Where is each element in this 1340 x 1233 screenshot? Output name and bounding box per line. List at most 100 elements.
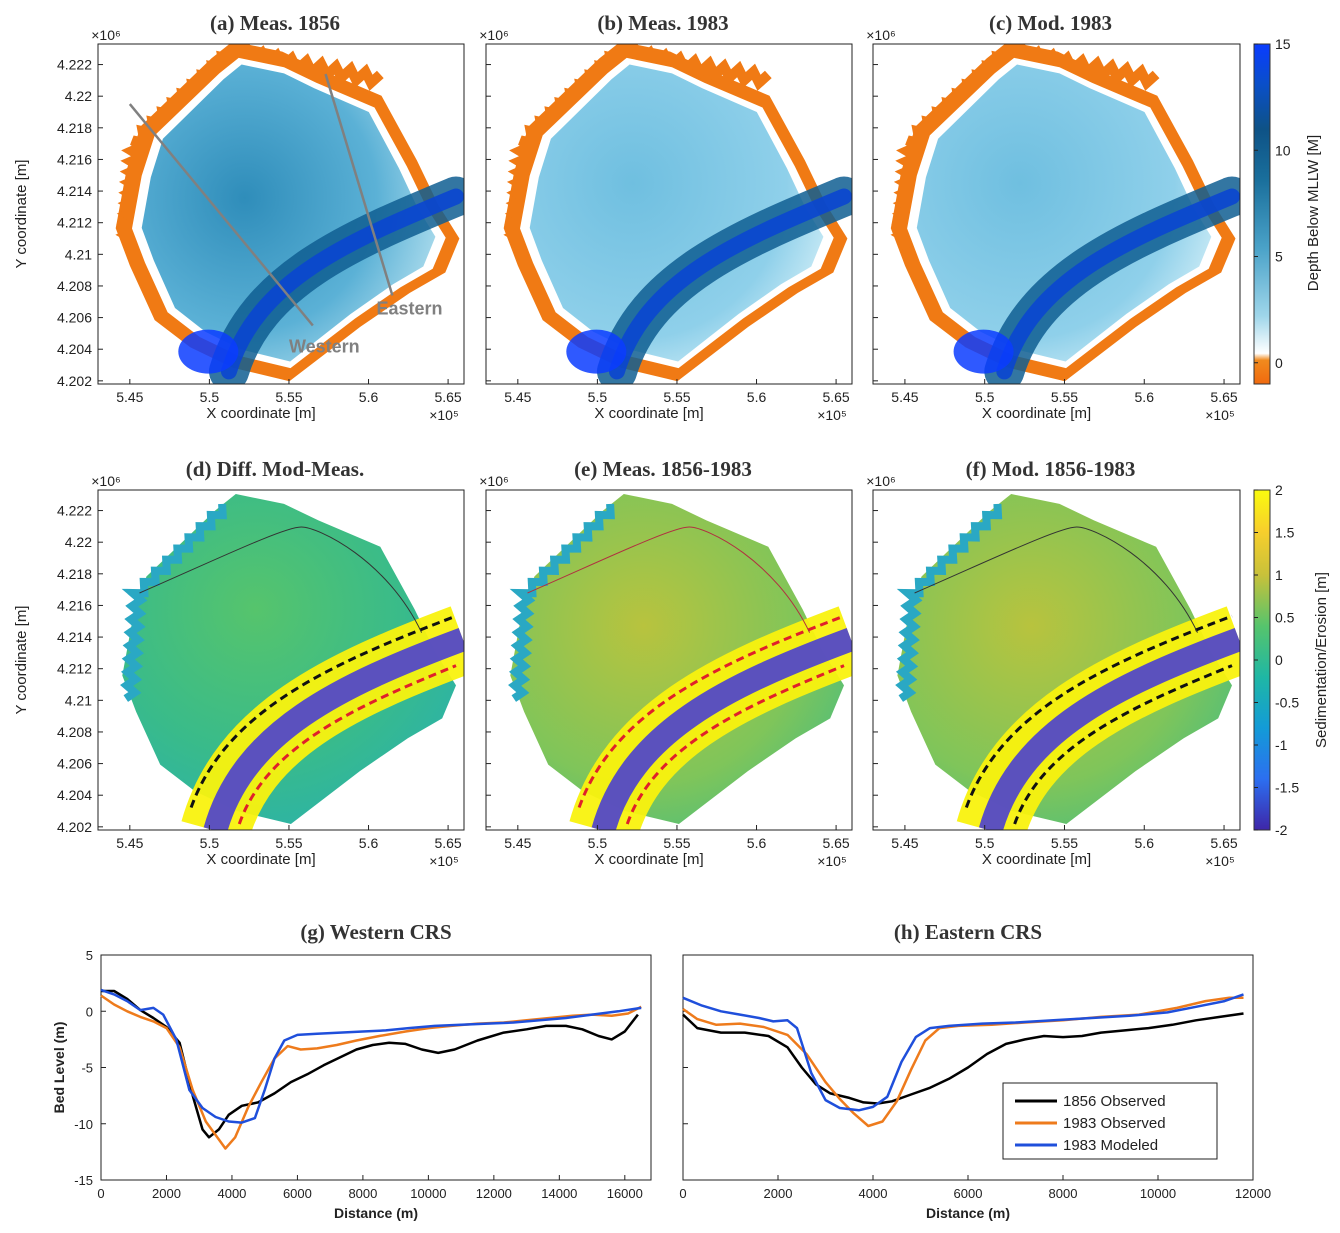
depth-colorbar-label: Depth Below MLLW [M] bbox=[1305, 135, 1322, 291]
x-exponent: ×10⁵ bbox=[429, 853, 459, 869]
y-tick-label: 4.22 bbox=[65, 88, 92, 104]
rim-sawtooth bbox=[503, 44, 772, 251]
map-panel-b: (b) Meas. 1983 5.45 5.5 5.55 5.6 5.65 ×10⁵ X co… bbox=[479, 11, 853, 423]
x-tick-label: 4000 bbox=[217, 1186, 246, 1201]
channel-thalweg bbox=[996, 188, 1240, 380]
y-tick-label: 4.21 bbox=[65, 692, 92, 708]
x-tick-label: 5.45 bbox=[504, 835, 531, 851]
eastern-transect-line bbox=[324, 73, 394, 296]
y-tick-label: 4.222 bbox=[57, 57, 92, 73]
mllw-contour bbox=[527, 526, 811, 633]
map-field-a bbox=[115, 44, 464, 384]
y-exponent: ×10⁶ bbox=[479, 27, 509, 43]
x-tick-label: 5.6 bbox=[359, 835, 379, 851]
x-tick-label: 0 bbox=[679, 1186, 686, 1201]
x-tick-label: 5.65 bbox=[1210, 835, 1237, 851]
x-axis-label: X coordinate [m] bbox=[206, 405, 315, 422]
y-tick-label: 4.206 bbox=[57, 756, 92, 772]
x-axis-label: Distance (m) bbox=[926, 1205, 1010, 1221]
plot-area bbox=[100, 954, 652, 1181]
rim-sawtooth bbox=[115, 44, 384, 251]
y-tick-label: -5 bbox=[81, 1061, 93, 1076]
x-tick-label: 5.6 bbox=[1135, 835, 1155, 851]
map-panel-c: (c) Mod. 1983 5.45 5.5 5.55 5.6 5.65 ×10⁵ X coo… bbox=[866, 11, 1241, 423]
chart-title: (h) Eastern CRS bbox=[894, 920, 1042, 944]
x-tick-label: 6000 bbox=[954, 1186, 983, 1201]
x-exponent: ×10⁵ bbox=[817, 853, 847, 869]
depth-colorbar-tick-label: 5 bbox=[1275, 249, 1283, 265]
chart-title: (g) Western CRS bbox=[300, 920, 451, 944]
x-exponent: ×10⁵ bbox=[429, 407, 459, 423]
x-tick-label: 5.6 bbox=[359, 389, 379, 405]
x-tick-label: 5.6 bbox=[1135, 389, 1155, 405]
channel-thalweg bbox=[220, 188, 464, 380]
panel-title-c: (c) Mod. 1983 bbox=[989, 11, 1112, 35]
y-tick-label: -15 bbox=[74, 1173, 93, 1188]
panel-title-f: (f) Mod. 1856-1983 bbox=[966, 457, 1136, 481]
y-axis-label: Y coordinate [m] bbox=[13, 606, 30, 715]
change-field bbox=[897, 494, 1232, 824]
map-panel-e: (e) Meas. 1856-1983 5.45 5.5 5.55 5.6 5.65 ×10… bbox=[479, 457, 853, 869]
y-tick-label: 4.21 bbox=[65, 246, 92, 262]
axes-box bbox=[485, 43, 853, 385]
x-exponent: ×10⁵ bbox=[817, 407, 847, 423]
x-axis-label: X coordinate [m] bbox=[594, 851, 703, 868]
legend-label: 1983 Modeled bbox=[1063, 1137, 1158, 1154]
x-tick-label: 8000 bbox=[348, 1186, 377, 1201]
erosion-channel bbox=[978, 627, 1240, 830]
x-axis-label: Distance (m) bbox=[334, 1205, 418, 1221]
x-tick-label: 8000 bbox=[1049, 1186, 1078, 1201]
y-tick-label: 0 bbox=[86, 1004, 93, 1019]
y-tick-label: 4.218 bbox=[57, 120, 92, 136]
deep-pocket bbox=[953, 329, 1014, 374]
rim-sawtooth bbox=[120, 503, 227, 702]
x-tick-label: 4000 bbox=[859, 1186, 888, 1201]
series-line-1983-modeled bbox=[100, 988, 642, 1124]
depth-colorbar-tick-label: 0 bbox=[1275, 355, 1283, 371]
panel-title-d: (d) Diff. Mod-Meas. bbox=[186, 457, 364, 481]
x-tick-label: 5.45 bbox=[891, 835, 918, 851]
change-colorbar-tick-label: -1 bbox=[1275, 737, 1288, 753]
x-tick-label: 5.5 bbox=[975, 835, 995, 851]
x-tick-label: 5.65 bbox=[434, 835, 461, 851]
y-exponent: ×10⁶ bbox=[91, 27, 121, 43]
channel-edge-south bbox=[237, 664, 457, 825]
y-exponent: ×10⁶ bbox=[91, 473, 121, 489]
x-tick-label: 10000 bbox=[410, 1186, 446, 1201]
change-colorbar-tick-label: 0.5 bbox=[1275, 610, 1295, 626]
x-tick-label: 5.5 bbox=[200, 835, 220, 851]
mllw-contour bbox=[139, 526, 423, 633]
depth-colorbar: 15 10 5 0 Depth Below MLLW [M] bbox=[1253, 36, 1322, 385]
change-field bbox=[122, 494, 457, 824]
y-tick-label: 4.214 bbox=[57, 629, 92, 645]
y-tick-label: 4.204 bbox=[57, 787, 92, 803]
x-tick-label: 5.45 bbox=[504, 389, 531, 405]
y-axis-label: Y coordinate [m] bbox=[13, 160, 30, 269]
change-colorbar: 2 1.5 1 0.5 0 -0.5 -1 -1.5 -2 Sedimentation/Eros… bbox=[1253, 482, 1330, 838]
y-tick-label: -10 bbox=[74, 1117, 93, 1132]
series-line-1983-modeled bbox=[682, 993, 1244, 1112]
x-tick-label: 5.65 bbox=[1210, 389, 1237, 405]
change-colorbar-tick-label: 0 bbox=[1275, 652, 1283, 668]
channel-thalweg bbox=[608, 188, 852, 380]
y-tick-label: 4.222 bbox=[57, 503, 92, 519]
x-tick-label: 12000 bbox=[476, 1186, 512, 1201]
x-tick-label: 5.5 bbox=[588, 389, 608, 405]
mllw-contour bbox=[914, 526, 1198, 633]
x-tick-label: 5.55 bbox=[275, 389, 302, 405]
x-axis-label: X coordinate [m] bbox=[206, 851, 315, 868]
axes-box bbox=[485, 489, 853, 831]
x-tick-label: 5.65 bbox=[434, 389, 461, 405]
change-colorbar-label: Sedimentation/Erosion [m] bbox=[1313, 572, 1330, 748]
x-tick-label: 5.55 bbox=[663, 835, 690, 851]
x-tick-label: 6000 bbox=[283, 1186, 312, 1201]
x-exponent: ×10⁵ bbox=[1205, 853, 1235, 869]
map-panel-a: (a) Meas. 1856 Western Eastern 5.45 5.5 5.55 5… bbox=[13, 11, 465, 423]
x-tick-label: 5.55 bbox=[275, 835, 302, 851]
map-field-e bbox=[508, 494, 852, 830]
x-tick-label: 0 bbox=[97, 1186, 104, 1201]
x-tick-label: 16000 bbox=[607, 1186, 643, 1201]
x-tick-label: 5.55 bbox=[1051, 835, 1078, 851]
y-tick-label: 4.216 bbox=[57, 597, 92, 613]
x-tick-label: 5.65 bbox=[822, 389, 849, 405]
